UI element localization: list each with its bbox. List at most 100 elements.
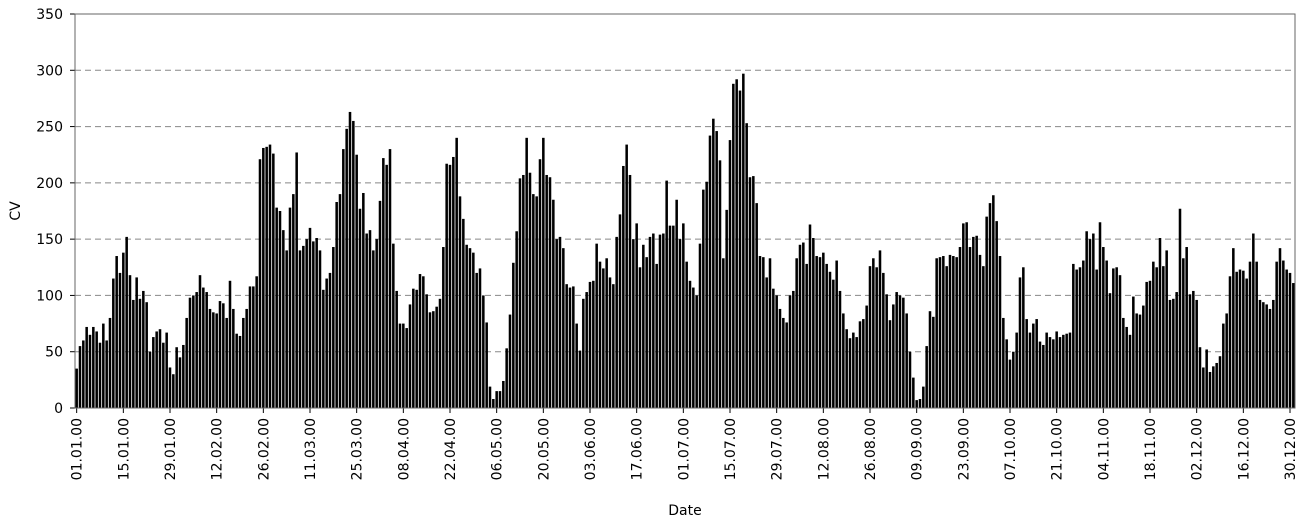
- bar: [868, 266, 872, 408]
- bar: [1022, 267, 1025, 408]
- bar: [352, 120, 355, 408]
- bar: [522, 174, 525, 408]
- bar: [662, 233, 665, 408]
- bar: [645, 257, 648, 408]
- bar: [345, 128, 348, 408]
- y-tick-label: 300: [36, 63, 63, 79]
- bar: [1098, 222, 1102, 408]
- bar: [305, 239, 308, 408]
- x-tick-label: 30.12.00: [1283, 418, 1299, 480]
- bar: [788, 295, 792, 408]
- bar: [692, 287, 695, 408]
- bar: [1215, 362, 1218, 408]
- bar: [532, 194, 535, 408]
- bar: [825, 263, 828, 408]
- bar: [862, 319, 865, 408]
- x-tick-label: 07.10.00: [1003, 418, 1019, 480]
- bar: [218, 301, 222, 408]
- bar: [818, 257, 822, 408]
- bar: [712, 118, 715, 408]
- bar: [168, 367, 172, 408]
- bar: [105, 340, 108, 408]
- bar: [125, 236, 128, 408]
- bar: [1125, 326, 1128, 408]
- bar: [945, 266, 948, 408]
- bar: [128, 275, 132, 408]
- bar: [828, 271, 832, 408]
- bar: [215, 313, 218, 408]
- bar: [642, 244, 645, 408]
- x-tick-label: 09.09.00: [910, 418, 926, 480]
- bar: [538, 159, 542, 408]
- x-tick-label: 04.11.00: [1096, 418, 1112, 480]
- y-tick-label: 50: [45, 345, 63, 361]
- bar: [208, 308, 212, 408]
- bar: [988, 203, 992, 408]
- bar: [325, 278, 328, 408]
- y-tick-label: 250: [36, 120, 63, 136]
- bar: [802, 242, 805, 408]
- bar: [608, 277, 612, 408]
- bar: [888, 320, 892, 408]
- bar: [472, 252, 475, 408]
- bar: [1258, 299, 1262, 408]
- bar: [358, 208, 362, 408]
- bar: [92, 326, 95, 408]
- bar: [872, 258, 875, 408]
- x-tick-label: 01.01.00: [70, 418, 86, 480]
- x-tick-label: 03.06.00: [583, 418, 599, 480]
- bar: [775, 295, 778, 408]
- bar: [428, 312, 432, 408]
- bar: [1048, 337, 1052, 408]
- bar: [905, 313, 908, 408]
- bar: [1178, 208, 1182, 408]
- bar: [88, 334, 92, 408]
- bar: [348, 111, 352, 409]
- bar: [602, 268, 605, 408]
- bar: [1218, 356, 1222, 408]
- x-tick-label: 12.08.00: [816, 418, 832, 480]
- bar: [782, 317, 785, 408]
- bar: [1155, 267, 1158, 408]
- bar: [155, 331, 158, 408]
- x-tick-label: 08.04.00: [396, 418, 412, 480]
- bar: [462, 218, 465, 408]
- bar: [555, 239, 558, 408]
- bar: [1245, 278, 1248, 408]
- bar: [1238, 269, 1242, 408]
- bar: [652, 233, 655, 408]
- bar: [515, 231, 518, 408]
- bar: [1268, 308, 1272, 408]
- bar: [932, 316, 935, 408]
- bar: [675, 199, 678, 408]
- bar: [405, 328, 408, 408]
- bar: [75, 368, 78, 408]
- bar: [1018, 277, 1022, 408]
- bar: [758, 256, 762, 408]
- bar: [648, 236, 652, 408]
- x-tick-label: 25.03.00: [350, 418, 366, 480]
- bar: [702, 189, 705, 408]
- x-tick-label: 22.04.00: [443, 418, 459, 480]
- y-tick-label: 100: [36, 288, 63, 304]
- bar: [242, 317, 245, 408]
- bar: [1045, 332, 1048, 408]
- bar: [158, 329, 162, 408]
- bar: [395, 290, 398, 408]
- bar: [572, 286, 575, 408]
- bar: [1232, 248, 1235, 408]
- bar: [792, 290, 795, 408]
- bar: [432, 311, 435, 408]
- bar: [875, 267, 878, 408]
- bar: [308, 227, 312, 408]
- bar: [1138, 314, 1142, 408]
- bar: [222, 303, 225, 408]
- bar: [745, 123, 748, 409]
- bar: [695, 295, 698, 408]
- bar: [1205, 349, 1208, 408]
- bar: [772, 288, 775, 408]
- y-axis-title: CV: [8, 201, 24, 221]
- bar: [1158, 238, 1162, 408]
- bar: [312, 241, 315, 408]
- bar: [1148, 280, 1152, 408]
